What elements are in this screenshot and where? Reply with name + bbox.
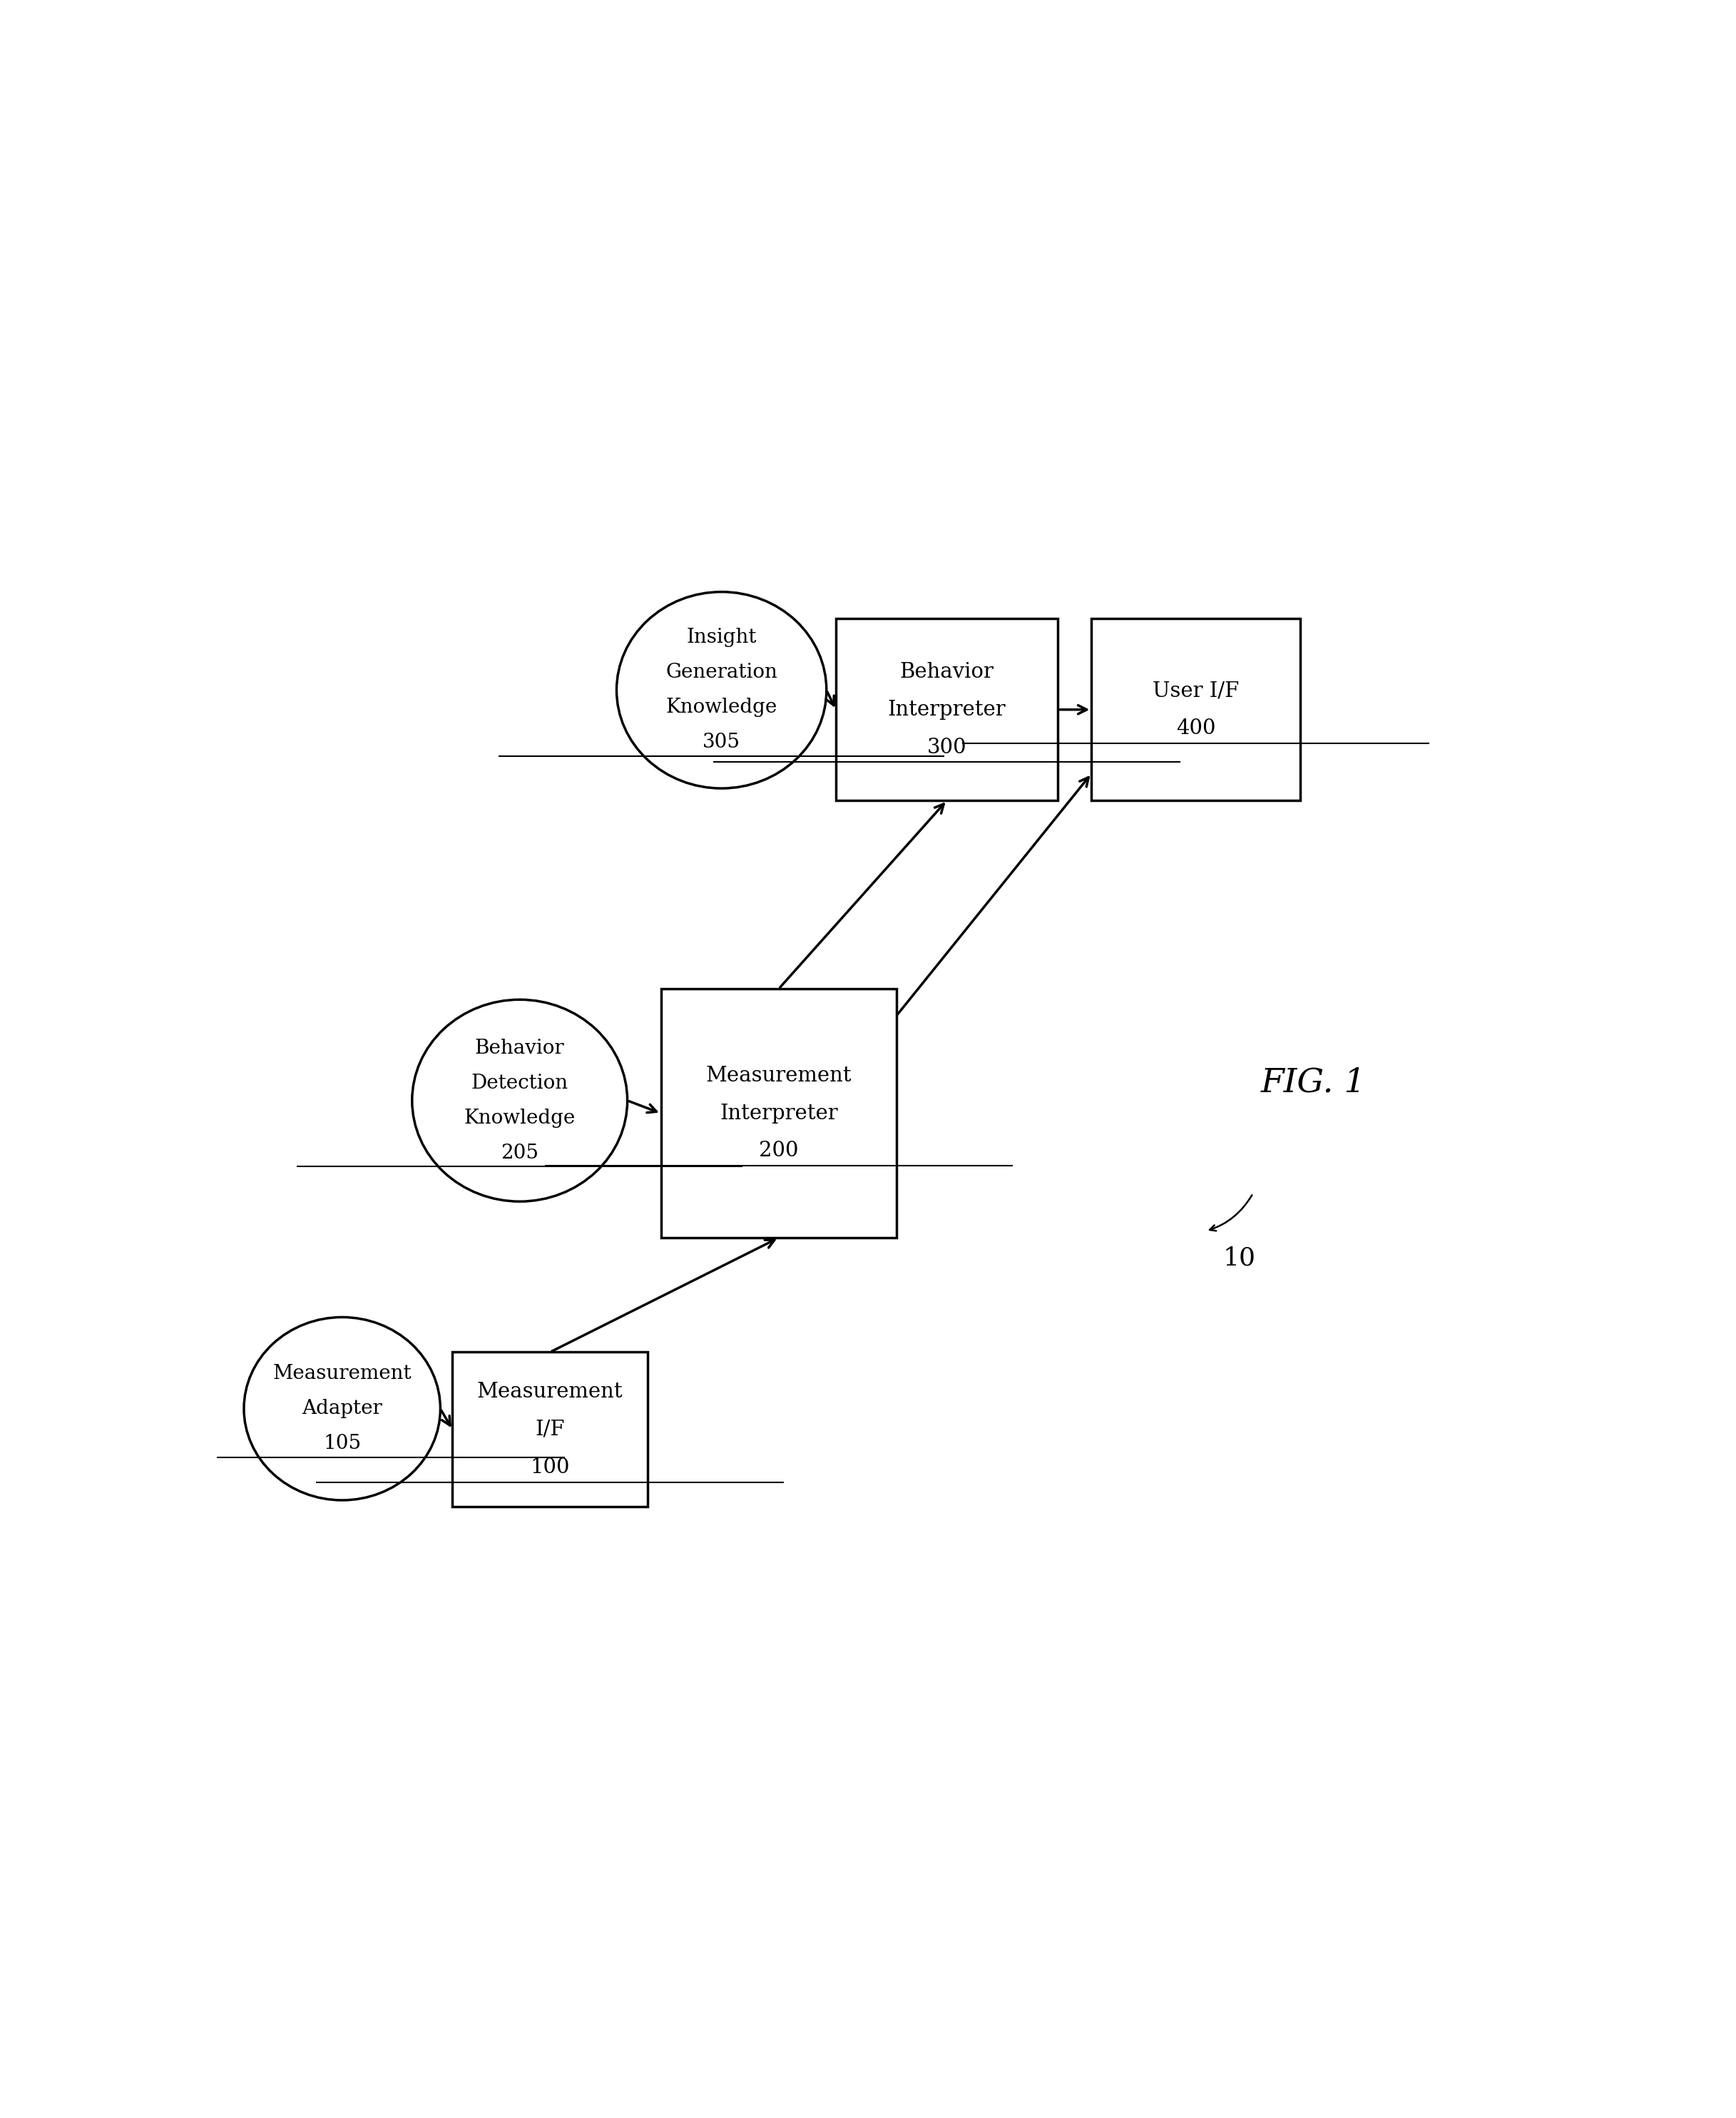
- Text: Interpreter: Interpreter: [887, 699, 1005, 720]
- Text: 300: 300: [927, 737, 967, 758]
- Text: 200: 200: [759, 1142, 799, 1161]
- Text: Detection: Detection: [470, 1074, 568, 1093]
- Bar: [1092, 618, 1300, 801]
- Text: Behavior: Behavior: [476, 1038, 564, 1057]
- Text: FIG. 1: FIG. 1: [1260, 1067, 1366, 1099]
- Text: Knowledge: Knowledge: [667, 699, 778, 718]
- Text: 105: 105: [323, 1434, 361, 1453]
- Ellipse shape: [243, 1317, 441, 1500]
- Text: Adapter: Adapter: [302, 1400, 382, 1419]
- Ellipse shape: [411, 1000, 627, 1201]
- Text: Measurement: Measurement: [477, 1381, 623, 1402]
- Text: 400: 400: [1175, 718, 1215, 739]
- Text: 10: 10: [1224, 1245, 1255, 1271]
- Text: Interpreter: Interpreter: [720, 1103, 838, 1123]
- Text: 100: 100: [529, 1457, 569, 1476]
- Text: Generation: Generation: [665, 663, 778, 682]
- Bar: [661, 989, 896, 1237]
- Text: Insight: Insight: [686, 629, 757, 648]
- Text: User I/F: User I/F: [1153, 680, 1240, 701]
- Bar: [453, 1351, 648, 1506]
- Text: Measurement: Measurement: [707, 1065, 852, 1087]
- Text: 205: 205: [500, 1144, 538, 1163]
- Ellipse shape: [616, 591, 826, 788]
- Bar: [837, 618, 1057, 801]
- Text: Behavior: Behavior: [899, 663, 995, 682]
- Text: I/F: I/F: [535, 1419, 564, 1440]
- Text: Knowledge: Knowledge: [464, 1108, 575, 1127]
- Text: 305: 305: [703, 733, 741, 752]
- Text: Measurement: Measurement: [273, 1364, 411, 1383]
